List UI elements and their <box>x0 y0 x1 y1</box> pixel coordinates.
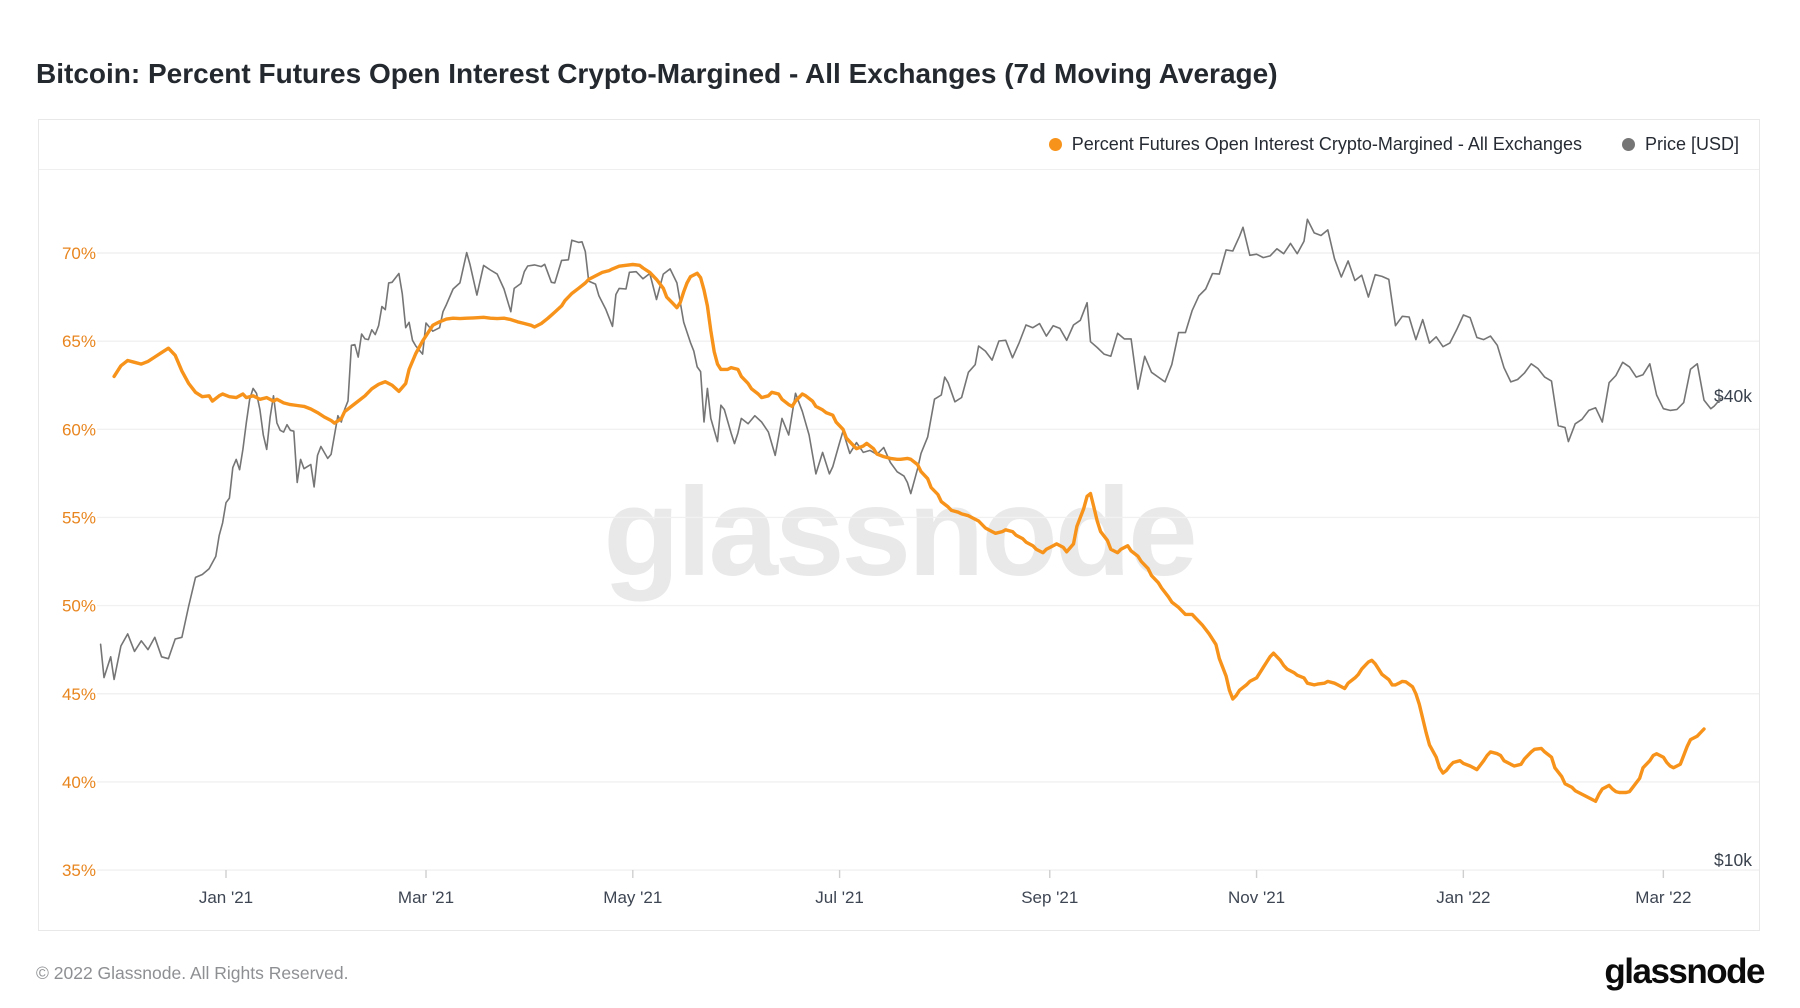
legend-label-price: Price [USD] <box>1644 134 1739 154</box>
page-title: Bitcoin: Percent Futures Open Interest C… <box>36 57 1278 89</box>
legend-dot-gray-icon <box>1621 138 1635 151</box>
copyright-text: © 2022 Glassnode. All Rights Reserved. <box>36 963 349 983</box>
chart-legend: Percent Futures Open Interest Crypto-Mar… <box>1048 120 1739 169</box>
legend-item-oi[interactable]: Percent Futures Open Interest Crypto-Mar… <box>1048 134 1582 155</box>
glassnode-watermark: glassnode <box>603 463 1197 602</box>
legend-item-price[interactable]: Price [USD] <box>1621 134 1739 155</box>
legend-dot-orange-icon <box>1048 138 1062 151</box>
chart-card: Percent Futures Open Interest Crypto-Mar… <box>38 119 1760 931</box>
legend-label-oi: Percent Futures Open Interest Crypto-Mar… <box>1071 134 1582 154</box>
chart-header: Percent Futures Open Interest Crypto-Mar… <box>39 120 1759 170</box>
glassnode-logo: glassnode <box>1604 952 1765 991</box>
